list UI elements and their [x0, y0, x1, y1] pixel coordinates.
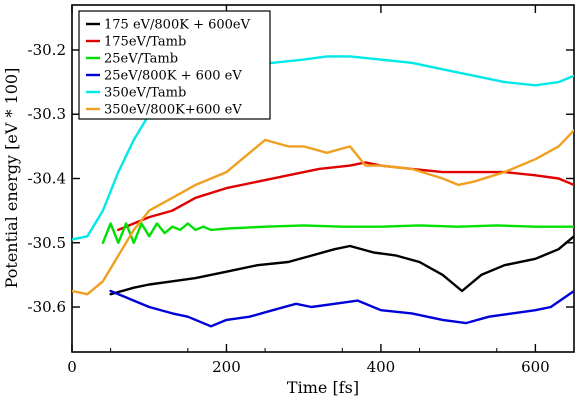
- legend: 175 eV/800K + 600eV 175eV/Tamb 25eV/Tamb 25…: [78, 10, 271, 120]
- x-tick-label: 400: [367, 358, 396, 376]
- y-axis-title: Potential energy [eV * 100]: [2, 68, 21, 289]
- x-axis-title: Time [fs]: [287, 378, 359, 397]
- series-line-1: [109, 235, 574, 296]
- y-tick-label: -30.3: [28, 105, 66, 123]
- x-axis: 0 200 400 600: [67, 5, 550, 376]
- y-tick-label: -30.2: [28, 41, 66, 59]
- legend-box: [78, 10, 271, 120]
- x-tick-label: 600: [521, 358, 550, 376]
- legend-label: 25eV/Tamb: [104, 52, 178, 67]
- series-line-4: [109, 289, 574, 328]
- series-line-6: [72, 129, 574, 296]
- y-tick-label: -30.6: [28, 298, 66, 316]
- legend-label: 25eV/800K + 600 eV: [104, 69, 242, 84]
- legend-label: 175 eV/800K + 600eV: [104, 18, 251, 33]
- y-tick-label: -30.5: [28, 234, 66, 252]
- series-line-3: [101, 222, 574, 245]
- x-tick-label: 200: [212, 358, 241, 376]
- legend-label: 175eV/Tamb: [104, 35, 186, 50]
- legend-label: 350eV/800K+600 eV: [104, 103, 242, 118]
- y-axis: -30.6 -30.5 -30.4 -30.3 -30.2: [28, 41, 574, 316]
- x-tick-label: 0: [67, 358, 77, 376]
- y-tick-label: -30.4: [28, 170, 66, 188]
- legend-label: 350eV/Tamb: [104, 86, 186, 101]
